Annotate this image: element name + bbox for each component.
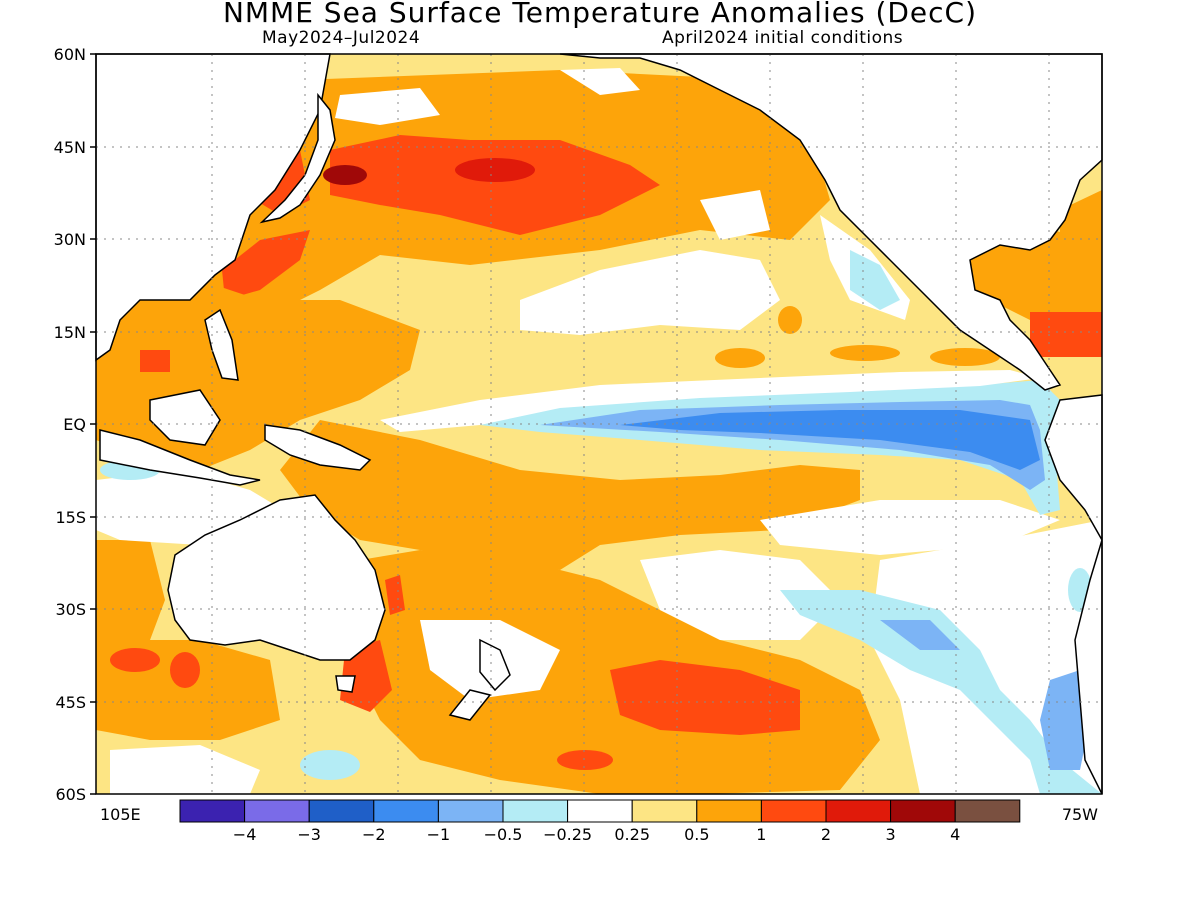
colorbar-label: 3 [886, 825, 896, 844]
colorbar-label: −3 [297, 825, 321, 844]
colorbar-swatch [502, 799, 569, 823]
lat-label: 45S [55, 693, 86, 712]
colorbar-swatch [696, 799, 762, 823]
lon-label-right: 75W [1062, 805, 1098, 824]
colorbar-label: −0.25 [543, 825, 592, 844]
graticule [96, 54, 1102, 794]
colorbar-label: 4 [950, 825, 960, 844]
colorbar-label: −2 [362, 825, 386, 844]
lat-label: 30S [55, 600, 86, 619]
colorbar-swatch [825, 799, 892, 823]
colorbar-label: −1 [427, 825, 451, 844]
lon-label-left: 105E [100, 805, 141, 824]
colorbar-label: −4 [233, 825, 257, 844]
lat-label: 30N [54, 230, 86, 249]
colorbar-swatch [631, 799, 698, 823]
colorbar-swatch [890, 799, 956, 823]
lat-label: 45N [54, 138, 86, 157]
lat-label: 60N [54, 45, 86, 64]
colorbar-label: 1 [756, 825, 766, 844]
colorbar-label: 2 [821, 825, 831, 844]
colorbar: −4 −3 −2 −1 −0.5 −0.25 0.25 0.5 1 2 3 4 [179, 799, 1021, 844]
latitude-labels: 60N 45N 30N 15N EQ 15S 30S 45S 60S [54, 45, 86, 804]
colorbar-label: 0.25 [614, 825, 650, 844]
colorbar-swatch [179, 799, 246, 823]
lat-label: EQ [63, 415, 86, 434]
colorbar-swatch [567, 799, 633, 823]
axis-ticks [90, 53, 96, 795]
map-title: NMME Sea Surface Temperature Anomalies (… [222, 0, 978, 29]
colorbar-swatch [308, 799, 375, 823]
lat-label: 15N [54, 323, 86, 342]
coastlines [95, 53, 1103, 795]
colorbar-swatch [373, 799, 439, 823]
lat-label: 60S [55, 785, 86, 804]
lat-label: 15S [55, 508, 86, 527]
forecast-period: May2024–Jul2024 [262, 28, 421, 48]
colorbar-swatch [437, 799, 504, 823]
initial-conditions: April2024 initial conditions [662, 28, 904, 48]
colorbar-swatch [760, 799, 827, 823]
colorbar-label: −0.5 [484, 825, 523, 844]
colorbar-swatch [244, 799, 310, 823]
colorbar-swatch [954, 799, 1021, 823]
colorbar-label: 0.5 [684, 825, 709, 844]
